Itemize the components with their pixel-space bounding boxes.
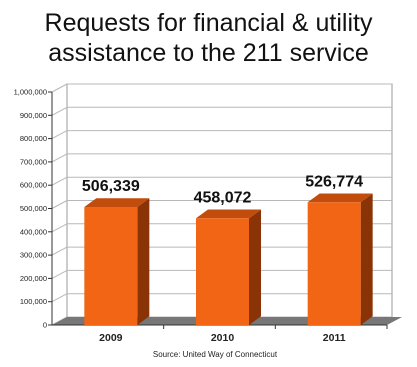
bar-top-face [307,193,373,203]
side-wall-gridline [51,269,68,279]
bar-2010 [196,218,249,325]
x-category-label-2011: 2011 [323,332,346,344]
bar-side-face [137,198,150,325]
source-note: Source: United Way of Connecticut [153,350,278,359]
side-wall-gridline [51,130,68,140]
x-category-label-2009: 2009 [99,332,123,344]
data-label-2009: 506,339 [82,178,140,195]
bar-2009 [84,207,138,325]
y-tick-label: 0 [43,321,47,330]
y-tick-label: 400,000 [20,227,47,236]
y-tick-label: 300,000 [20,251,47,260]
y-tick-label: 500,000 [20,204,47,213]
chart-title-line-1: Requests for financial & utility [44,9,373,37]
x-category-label-2010: 2010 [211,332,235,344]
y-tick-label: 100,000 [20,297,47,306]
y-tick-label: 800,000 [20,134,47,143]
side-wall-gridline [51,223,68,233]
data-label-2011: 526,774 [305,173,363,190]
bar-side-face [249,209,261,325]
bar-top-face [84,198,150,208]
side-wall-gridline [51,293,68,303]
side-wall-gridline [51,246,68,256]
side-wall-gridline [51,83,68,93]
bar-side-face [360,193,373,325]
y-tick-label: 700,000 [20,157,47,166]
y-tick-label: 600,000 [20,181,47,190]
chart-title-line-2: assistance to the 211 service [48,39,369,67]
y-tick-label: 900,000 [20,111,47,120]
side-wall-gridline [51,200,68,209]
side-wall-gridline [51,106,68,116]
bar-2011 [307,202,361,325]
bar-top-face [196,209,261,219]
y-tick-label: 1,000,000 [14,88,47,97]
y-tick-label: 200,000 [20,274,47,283]
side-wall-gridline [51,176,68,186]
data-label-2010: 458,072 [194,189,252,206]
side-wall-gridline [51,153,68,163]
